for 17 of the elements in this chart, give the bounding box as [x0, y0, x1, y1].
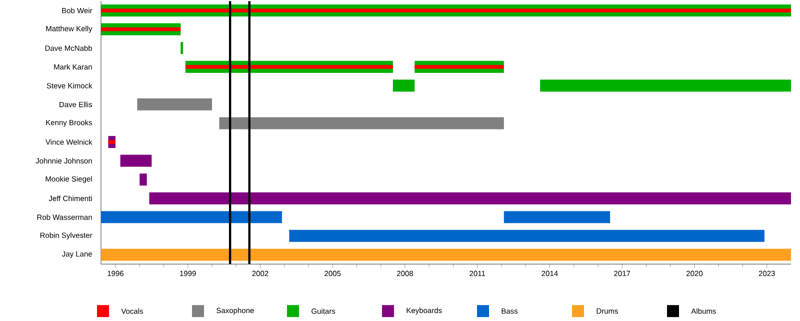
bar: [108, 140, 116, 144]
bar: [120, 154, 152, 167]
bar: [101, 248, 791, 261]
bar: [149, 192, 791, 204]
bar: [414, 64, 504, 69]
bar: [101, 8, 791, 12]
bar: [219, 117, 504, 130]
bar: [140, 174, 147, 186]
bar: [180, 42, 184, 54]
bar: [504, 211, 610, 224]
bar: [540, 80, 791, 92]
bar: [392, 80, 415, 92]
bar: [137, 98, 212, 110]
bar: [289, 230, 764, 242]
bar: [101, 27, 181, 32]
bar: [101, 211, 282, 224]
bar: [185, 64, 393, 69]
